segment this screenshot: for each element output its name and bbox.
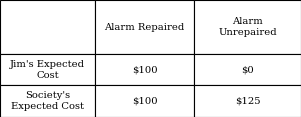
- Text: $100: $100: [132, 97, 157, 106]
- Text: $0: $0: [241, 65, 254, 74]
- Bar: [194, 54, 301, 85]
- Text: Society's
Expected Cost: Society's Expected Cost: [11, 91, 84, 111]
- Bar: [194, 0, 301, 54]
- Text: $125: $125: [235, 97, 260, 106]
- Bar: [0, 0, 95, 54]
- Text: $100: $100: [132, 65, 157, 74]
- Bar: [95, 0, 194, 54]
- Bar: [0, 54, 95, 85]
- Text: Alarm
Unrepaired: Alarm Unrepaired: [218, 17, 277, 37]
- Bar: [95, 85, 194, 117]
- Bar: [0, 85, 95, 117]
- Text: Jim's Expected
Cost: Jim's Expected Cost: [10, 60, 85, 80]
- Bar: [95, 54, 194, 85]
- Bar: [194, 85, 301, 117]
- Text: Alarm Repaired: Alarm Repaired: [104, 23, 185, 32]
